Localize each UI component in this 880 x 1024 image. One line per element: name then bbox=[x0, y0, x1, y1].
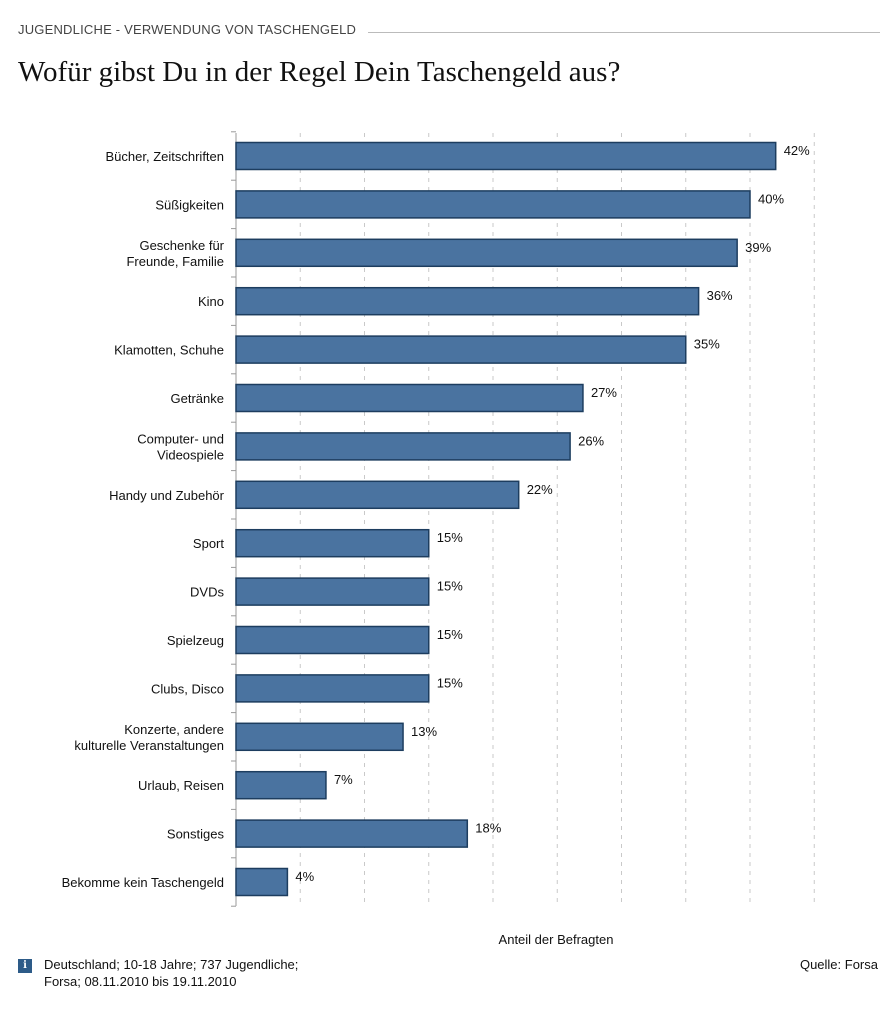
category-label: Klamotten, Schuhe bbox=[114, 343, 224, 358]
value-label: 13% bbox=[411, 724, 437, 739]
value-label: 15% bbox=[437, 530, 463, 545]
value-label: 36% bbox=[707, 288, 733, 303]
value-label: 39% bbox=[745, 240, 771, 255]
category-label: kulturelle Veranstaltungen bbox=[74, 738, 224, 753]
bar bbox=[235, 238, 738, 268]
value-label: 18% bbox=[475, 821, 501, 836]
category-label: Kino bbox=[198, 294, 224, 309]
survey-note: Deutschland; 10-18 Jahre; 737 Jugendlich… bbox=[44, 956, 298, 990]
chart-kicker: JUGENDLICHE - VERWENDUNG VON TASCHENGELD bbox=[18, 21, 357, 37]
value-label: 7% bbox=[334, 772, 353, 787]
source-label: Quelle: Forsa bbox=[799, 957, 878, 972]
value-label: 15% bbox=[437, 627, 463, 642]
category-label: Computer- und bbox=[137, 431, 224, 446]
header-rule bbox=[368, 31, 880, 33]
category-label: Sonstiges bbox=[167, 827, 225, 842]
category-label: Handy und Zubehör bbox=[109, 488, 225, 503]
bar bbox=[235, 141, 777, 171]
category-label: Videospiele bbox=[157, 447, 224, 462]
bar bbox=[235, 770, 327, 800]
category-label: DVDs bbox=[190, 585, 224, 600]
value-label: 15% bbox=[437, 675, 463, 690]
value-label: 22% bbox=[527, 482, 553, 497]
bar bbox=[235, 190, 751, 219]
bar bbox=[235, 674, 430, 703]
category-label: Süßigkeiten bbox=[155, 197, 224, 212]
category-label: Sport bbox=[193, 536, 224, 551]
bar-chart: 42% Bücher, Zeitschriften 40% Süßigkeiten 39… bbox=[62, 131, 815, 947]
value-label: 42% bbox=[784, 143, 810, 158]
value-label: 15% bbox=[437, 579, 463, 594]
category-label: Freunde, Familie bbox=[126, 254, 224, 269]
header-bar: JUGENDLICHE - VERWENDUNG VON TASCHENGELD bbox=[18, 18, 880, 40]
bar bbox=[235, 577, 430, 606]
value-label: 4% bbox=[295, 869, 314, 884]
survey-note-line1: Deutschland; 10-18 Jahre; 737 Jugendlich… bbox=[44, 957, 299, 972]
survey-note-line2: Forsa; 08.11.2010 bis 19.11.2010 bbox=[44, 974, 237, 989]
chart-title: Wofür gibst Du in der Regel Dein Taschen… bbox=[18, 56, 621, 88]
category-label: Konzerte, andere bbox=[124, 722, 224, 737]
category-label: Geschenke für bbox=[139, 238, 224, 253]
category-label: Urlaub, Reisen bbox=[138, 778, 224, 793]
category-label: Spielzeug bbox=[167, 633, 224, 648]
value-label: 35% bbox=[694, 337, 720, 352]
bar bbox=[235, 867, 289, 897]
bar bbox=[235, 383, 584, 413]
category-label: Bekomme kein Taschengeld bbox=[62, 875, 224, 890]
bar bbox=[235, 432, 571, 461]
category-label: Clubs, Disco bbox=[151, 681, 224, 696]
value-label: 27% bbox=[591, 385, 617, 400]
category-label: Bücher, Zeitschriften bbox=[106, 149, 225, 164]
value-label: 26% bbox=[578, 433, 604, 448]
value-label: 40% bbox=[758, 191, 784, 206]
bar bbox=[235, 480, 520, 510]
x-axis-label: Anteil der Befragten bbox=[499, 932, 614, 947]
bar bbox=[235, 335, 687, 364]
category-label: Getränke bbox=[171, 391, 224, 406]
bar bbox=[235, 625, 430, 655]
info-icon[interactable]: i bbox=[18, 959, 32, 973]
bar bbox=[235, 722, 404, 752]
bar bbox=[235, 528, 430, 558]
bar bbox=[235, 819, 469, 848]
bar bbox=[235, 286, 700, 316]
